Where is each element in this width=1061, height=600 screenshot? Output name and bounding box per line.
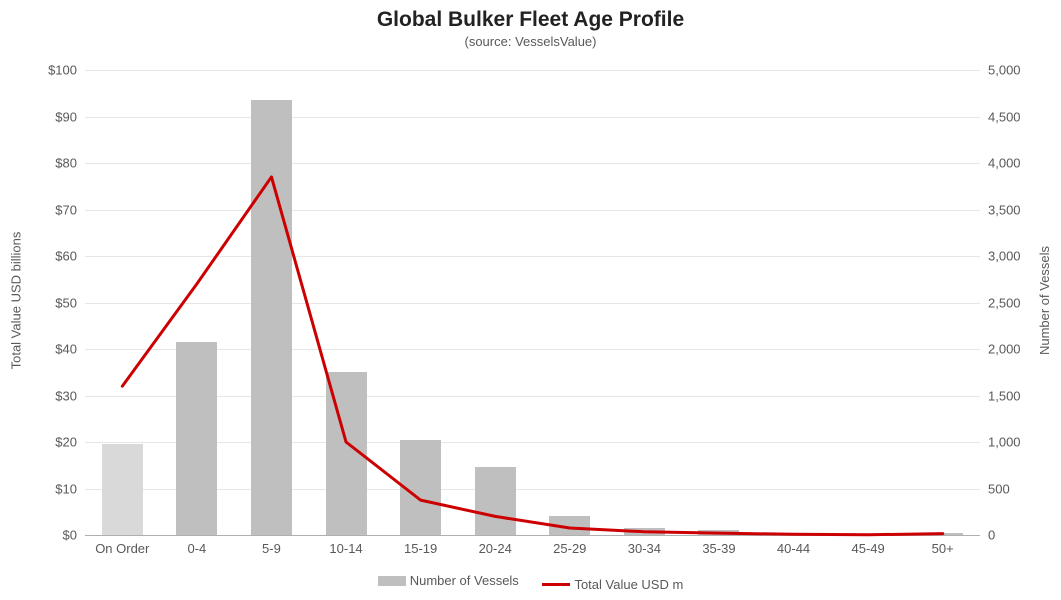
y-left-tick: $30 [55, 388, 85, 403]
y-left-tick: $0 [63, 528, 85, 543]
x-tick: 35-39 [702, 535, 735, 556]
y-left-tick: $20 [55, 435, 85, 450]
x-tick: 0-4 [187, 535, 206, 556]
y-right-tick: 3,500 [980, 202, 1021, 217]
y-left-axis-label: Total Value USD billions [6, 0, 26, 600]
x-tick: 5-9 [262, 535, 281, 556]
y-left-tick: $70 [55, 202, 85, 217]
y-right-axis-label: Number of Vessels [1035, 0, 1055, 600]
x-tick: 50+ [932, 535, 954, 556]
x-tick: 20-24 [479, 535, 512, 556]
y-right-tick: 1,500 [980, 388, 1021, 403]
plot-area: $0$10$20$30$40$50$60$70$80$90$10005001,0… [85, 70, 980, 535]
legend-item-line: Total Value USD m [542, 577, 683, 592]
y-right-tick: 4,000 [980, 156, 1021, 171]
x-tick: 45-49 [852, 535, 885, 556]
x-tick: 25-29 [553, 535, 586, 556]
x-tick: 30-34 [628, 535, 661, 556]
legend-line-swatch [542, 583, 570, 586]
y-left-tick: $40 [55, 342, 85, 357]
y-right-tick: 0 [980, 528, 995, 543]
x-tick: 40-44 [777, 535, 810, 556]
y-right-tick: 500 [980, 481, 1010, 496]
y-left-tick: $50 [55, 295, 85, 310]
value-line [122, 177, 942, 535]
legend-line-label: Total Value USD m [574, 577, 683, 592]
y-right-tick: 3,000 [980, 249, 1021, 264]
y-left-tick: $90 [55, 109, 85, 124]
y-left-tick: $100 [48, 63, 85, 78]
x-tick: 10-14 [329, 535, 362, 556]
y-right-axis-label-text: Number of Vessels [1038, 245, 1053, 354]
legend-item-bars: Number of Vessels [378, 573, 519, 588]
y-right-tick: 1,000 [980, 435, 1021, 450]
y-left-axis-label-text: Total Value USD billions [9, 231, 24, 369]
x-tick: 15-19 [404, 535, 437, 556]
line-layer [85, 70, 980, 535]
chart-container: Global Bulker Fleet Age Profile (source:… [0, 0, 1061, 600]
legend: Number of Vessels Total Value USD m [0, 573, 1061, 592]
y-right-tick: 2,500 [980, 295, 1021, 310]
chart-subtitle: (source: VesselsValue) [0, 34, 1061, 49]
legend-bar-swatch [378, 576, 406, 586]
x-tick: On Order [95, 535, 149, 556]
y-right-tick: 4,500 [980, 109, 1021, 124]
y-left-tick: $60 [55, 249, 85, 264]
y-left-tick: $80 [55, 156, 85, 171]
chart-title: Global Bulker Fleet Age Profile [0, 8, 1061, 32]
y-right-tick: 2,000 [980, 342, 1021, 357]
legend-bar-label: Number of Vessels [410, 573, 519, 588]
y-right-tick: 5,000 [980, 63, 1021, 78]
y-left-tick: $10 [55, 481, 85, 496]
